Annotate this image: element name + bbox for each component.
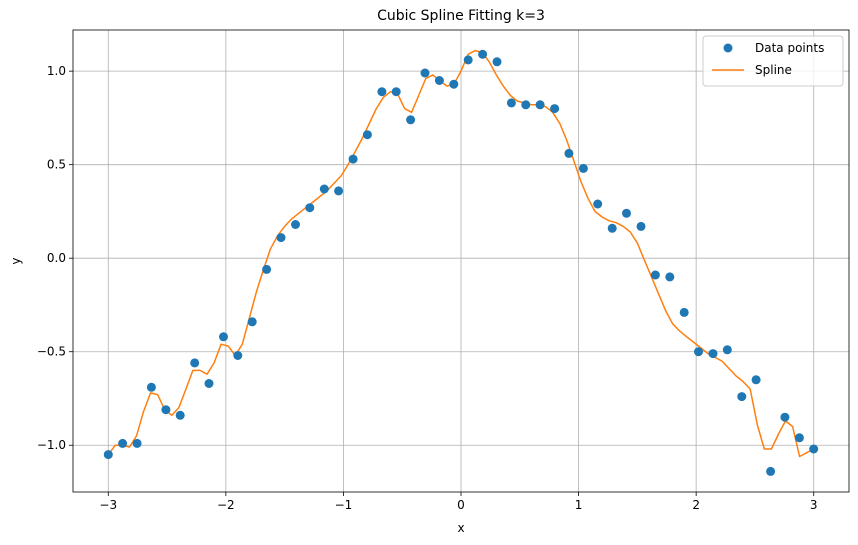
- data-point: [449, 79, 459, 89]
- x-tick-label: 3: [810, 498, 818, 512]
- data-point: [204, 379, 214, 388]
- data-point: [564, 148, 574, 158]
- x-axis-label: x: [457, 521, 464, 535]
- data-point: [593, 199, 603, 209]
- x-tick-label: −3: [99, 498, 117, 512]
- data-point: [535, 100, 545, 110]
- data-point: [665, 272, 675, 282]
- spline-line: [107, 49, 815, 458]
- data-point: [247, 317, 257, 327]
- data-point: [190, 358, 200, 368]
- data-point: [362, 130, 372, 140]
- data-point: [103, 450, 113, 460]
- y-tick-label: −1.0: [37, 438, 66, 452]
- x-tick-label: −1: [335, 498, 353, 512]
- x-tick-label: 1: [575, 498, 583, 512]
- data-point: [521, 100, 531, 110]
- data-point: [650, 270, 660, 280]
- data-point: [305, 203, 315, 213]
- data-point: [377, 87, 387, 97]
- grid: [73, 30, 849, 492]
- data-point: [391, 87, 401, 97]
- data-point: [118, 438, 128, 448]
- data-point: [406, 115, 416, 125]
- data-point: [146, 382, 156, 392]
- data-point: [550, 104, 560, 114]
- data-point: [780, 412, 790, 422]
- plot-area: [103, 49, 819, 476]
- y-tick-label: −0.5: [37, 345, 66, 359]
- data-point: [319, 184, 329, 194]
- y-axis-label: y: [9, 257, 23, 264]
- y-tick-label: 1.0: [47, 64, 66, 78]
- data-point: [463, 55, 473, 65]
- plot-frame: [72, 29, 850, 493]
- data-point: [578, 163, 588, 173]
- data-point: [348, 154, 358, 164]
- chart-title: Cubic Spline Fitting k=3: [377, 8, 545, 24]
- data-point: [478, 49, 488, 59]
- x-tick-label: 2: [692, 498, 700, 512]
- legend-label-spline: Spline: [755, 63, 792, 77]
- data-point: [434, 76, 444, 85]
- y-tick-label: 0.0: [47, 251, 66, 265]
- legend: Data points Spline: [702, 35, 844, 87]
- data-point: [233, 351, 243, 360]
- data-point: [219, 332, 228, 342]
- tick-labels: −3 −2 −1 0 1 2 3 −1.0 −0.5 0.0 0.5 1.0: [37, 64, 818, 512]
- x-tick-label: 0: [457, 498, 465, 512]
- data-point: [334, 186, 344, 196]
- legend-label-data-points: Data points: [755, 41, 824, 55]
- data-point: [679, 307, 689, 317]
- data-point: [622, 208, 631, 218]
- data-point: [708, 349, 718, 359]
- x-tick-label: −2: [217, 498, 235, 512]
- data-point: [737, 392, 747, 402]
- legend-box: [702, 35, 844, 87]
- data-point: [420, 68, 430, 78]
- data-point: [276, 233, 286, 243]
- data-point: [722, 345, 732, 355]
- data-point: [766, 466, 776, 476]
- data-point: [794, 433, 804, 443]
- data-point: [262, 264, 272, 274]
- data-point: [694, 347, 703, 357]
- data-point: [751, 375, 761, 385]
- data-point: [291, 220, 300, 229]
- data-point: [809, 444, 819, 454]
- axis-ticks: [69, 70, 815, 496]
- data-point: [132, 438, 142, 448]
- data-point: [636, 221, 646, 231]
- data-point: [492, 57, 502, 67]
- data-point: [607, 223, 617, 233]
- data-point: [161, 405, 171, 415]
- legend-marker-data-points: [723, 43, 733, 53]
- y-tick-label: 0.5: [47, 158, 66, 172]
- data-point: [506, 98, 516, 108]
- data-point: [175, 410, 185, 420]
